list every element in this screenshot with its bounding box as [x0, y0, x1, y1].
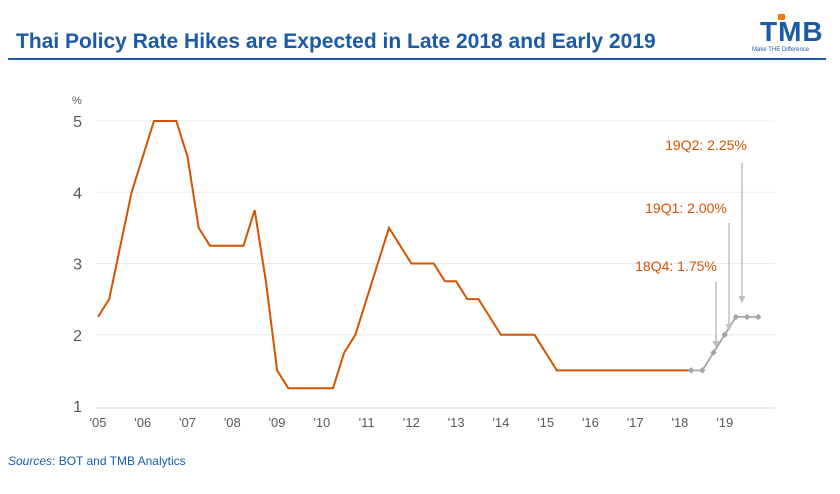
- y-tick-label-2: 2: [73, 328, 82, 345]
- logo-text: TMB: [760, 16, 824, 47]
- source-note: Sources: BOT and TMB Analytics: [8, 454, 186, 468]
- x-tick-label-05: '05: [90, 415, 107, 430]
- forecast-point-4: [732, 313, 740, 321]
- tmb-logo: TMB Make THE Difference: [752, 14, 826, 56]
- annotation-label-2: 18Q4: 1.75%: [635, 258, 717, 274]
- annotation-arrowhead-1: [725, 324, 733, 331]
- x-tick-label-06: '06: [134, 415, 151, 430]
- y-tick-label-4: 4: [73, 185, 82, 202]
- x-tick-label-14: '14: [492, 415, 509, 430]
- title-divider: [8, 58, 826, 60]
- source-text: : BOT and TMB Analytics: [52, 454, 186, 468]
- forecast-point-0: [687, 367, 695, 374]
- x-tick-label-13: '13: [448, 415, 465, 430]
- series-line-1: [691, 316, 759, 372]
- annotation-arrowhead-0: [738, 296, 746, 303]
- forecast-point-5: [743, 313, 751, 321]
- x-tick-label-07: '07: [179, 415, 196, 430]
- x-tick-label-12: '12: [403, 415, 420, 430]
- source-label: Sources: [8, 454, 53, 468]
- x-tick-label-17: '17: [627, 415, 644, 430]
- annotation-label-0: 19Q2: 2.25%: [665, 137, 747, 153]
- y-axis-unit-label: %: [72, 95, 82, 107]
- forecast-point-2: [710, 349, 717, 356]
- series-line-0: [97, 120, 692, 390]
- forecast-point-6: [755, 313, 762, 321]
- x-tick-label-15: '15: [537, 415, 554, 430]
- logo-accent-dot: [778, 14, 785, 20]
- x-tick-label-11: '11: [359, 415, 375, 430]
- annotation-label-1: 19Q1: 2.00%: [645, 200, 727, 216]
- logo-tagline: Make THE Difference: [752, 47, 810, 53]
- x-tick-label-19: '19: [716, 415, 733, 430]
- forecast-point-1: [699, 367, 706, 374]
- annotation-arrowhead-2: [712, 341, 720, 348]
- x-tick-label-10: '10: [313, 415, 330, 430]
- y-tick-label-3: 3: [73, 257, 82, 274]
- x-tick-label-16: '16: [582, 415, 599, 430]
- y-tick-label-1: 1: [73, 399, 82, 416]
- y-tick-label-5: 5: [73, 114, 82, 131]
- x-tick-label-08: '08: [224, 415, 241, 430]
- x-tick-label-18: '18: [671, 415, 688, 430]
- forecast-point-3: [721, 331, 728, 338]
- page-title: Thai Policy Rate Hikes are Expected in L…: [16, 30, 656, 53]
- x-tick-label-09: '09: [269, 415, 286, 430]
